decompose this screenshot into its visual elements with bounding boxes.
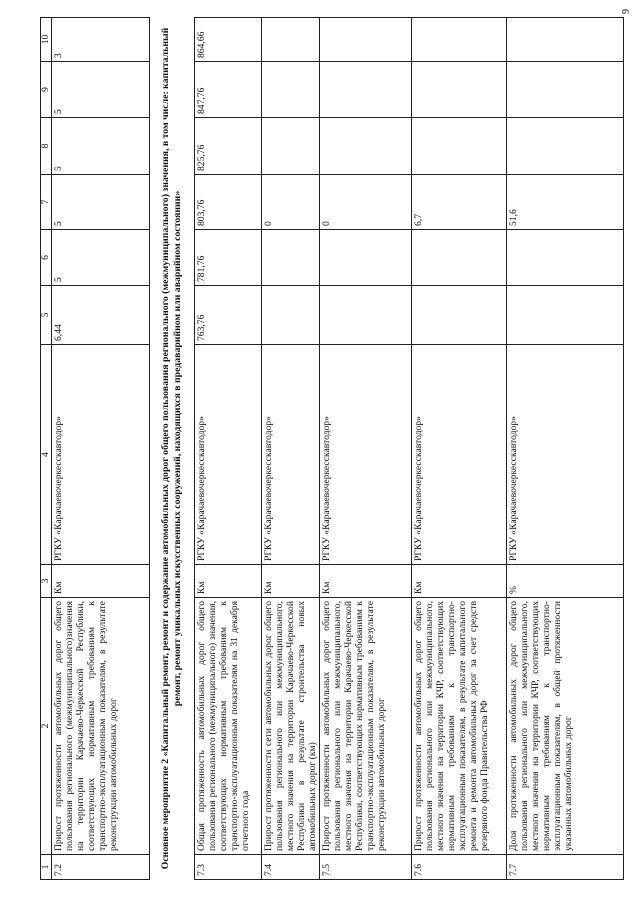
year-value bbox=[319, 61, 412, 118]
row-number: 7.2 bbox=[51, 854, 150, 880]
unit: Км bbox=[51, 564, 150, 598]
unit: Км bbox=[194, 564, 262, 598]
executor: РГКУ «Карачаевочеркесскавтодор» bbox=[411, 344, 507, 565]
unit: Км bbox=[319, 564, 412, 598]
table-row: 7.3 Общая протяженность автомобильных дор… bbox=[194, 17, 262, 880]
year-value: 5 bbox=[51, 117, 150, 175]
year-value bbox=[411, 285, 507, 345]
column-header: 5 bbox=[40, 285, 52, 345]
year-value: 3 bbox=[51, 17, 150, 62]
row-number: 7.6 bbox=[411, 854, 507, 880]
year-value bbox=[261, 17, 320, 62]
table-row: 7.6 Прирост протяженности автомобильных д… bbox=[411, 17, 507, 880]
year-value bbox=[411, 117, 507, 175]
column-header: 10 bbox=[40, 17, 52, 62]
year-value bbox=[506, 285, 624, 345]
column-header: 1 bbox=[40, 854, 52, 880]
year-value bbox=[411, 229, 507, 286]
year-value bbox=[319, 229, 412, 286]
table-row: 7.2 Прирост протяженности автомобильных д… bbox=[51, 17, 150, 880]
row-number: 7.5 bbox=[319, 854, 412, 880]
table-row: 7.5 Прирост протяженности автомобильных д… bbox=[319, 17, 412, 880]
row-number: 7.3 bbox=[194, 854, 262, 880]
indicator-description: Прирост протяженности автомобильных доро… bbox=[319, 597, 412, 855]
year-value bbox=[411, 17, 507, 62]
year-value bbox=[506, 229, 624, 286]
year-value bbox=[261, 61, 320, 118]
year-value bbox=[506, 17, 624, 62]
header-row: 1 2 3 4 5 6 7 8 9 10 bbox=[40, 17, 52, 880]
unit: % bbox=[506, 564, 624, 598]
executor: РГКУ «Карачаевочеркесскавтодор» bbox=[319, 344, 412, 565]
year-value: 864,66 bbox=[194, 17, 262, 62]
executor: РГКУ «Карачаевочеркесскавтодор» bbox=[506, 344, 624, 565]
column-header: 3 bbox=[40, 564, 52, 598]
indicators-table: 1 2 3 4 5 6 7 8 9 10 7.2 Прирост протяженности авто… bbox=[40, 17, 624, 880]
row-number: 7.7 bbox=[506, 854, 624, 880]
year-value: 5 bbox=[51, 174, 150, 230]
column-header: 8 bbox=[40, 117, 52, 175]
year-value bbox=[261, 117, 320, 175]
indicator-description: Прирост протяженности автомобильных доро… bbox=[51, 597, 150, 855]
section-heading: Основное мероприятие 2 «Капитальный ремо… bbox=[149, 17, 195, 880]
year-value: 803,76 bbox=[194, 174, 262, 230]
column-header: 7 bbox=[40, 174, 52, 230]
year-value: 763,76 bbox=[194, 285, 262, 345]
year-value: 781,76 bbox=[194, 229, 262, 286]
year-value bbox=[319, 285, 412, 345]
executor: РГКУ «Карачаевочеркесскавтодор» bbox=[51, 344, 150, 565]
indicator-description: Прирост протяженности автомобильных доро… bbox=[411, 597, 507, 855]
year-value bbox=[319, 17, 412, 62]
year-value bbox=[261, 285, 320, 345]
executor: РГКУ «Карачаевочеркесскавтодор» bbox=[261, 344, 320, 565]
year-value: 0 bbox=[261, 174, 320, 230]
indicator-description: Прирост протяженности сети автомобильных… bbox=[261, 597, 320, 855]
year-value: 0 bbox=[319, 174, 412, 230]
year-value bbox=[261, 229, 320, 286]
year-value bbox=[319, 117, 412, 175]
section-row: Основное мероприятие 2 «Капитальный ремо… bbox=[149, 17, 195, 880]
unit: Км bbox=[411, 564, 507, 598]
year-value bbox=[506, 117, 624, 175]
year-value: 847,76 bbox=[194, 61, 262, 118]
indicator-description: Доля протяженности автомобильных дорог о… bbox=[506, 597, 624, 855]
column-header: 2 bbox=[40, 597, 52, 855]
year-value: 6,44 bbox=[51, 285, 150, 345]
indicator-description: Общая протяженность автомобильных дорог … bbox=[194, 597, 262, 855]
year-value: 6,7 bbox=[411, 174, 507, 230]
table-row: 7.7 Доля протяженности автомобильных доро… bbox=[506, 17, 624, 880]
row-number: 7.4 bbox=[261, 854, 320, 880]
unit: Км bbox=[261, 564, 320, 598]
year-value: 5 bbox=[51, 61, 150, 118]
column-header: 6 bbox=[40, 229, 52, 286]
column-header: 4 bbox=[40, 344, 52, 565]
year-value bbox=[411, 61, 507, 118]
executor: РГКУ «Карачаевочеркесскавтодор» bbox=[194, 344, 262, 565]
year-value: 51,6 bbox=[506, 174, 624, 230]
table-row: 7.4 Прирост протяженности сети автомобиль… bbox=[261, 17, 320, 880]
year-value: 5 bbox=[51, 229, 150, 286]
year-value: 825,76 bbox=[194, 117, 262, 175]
year-value bbox=[506, 61, 624, 118]
column-header: 9 bbox=[40, 61, 52, 118]
